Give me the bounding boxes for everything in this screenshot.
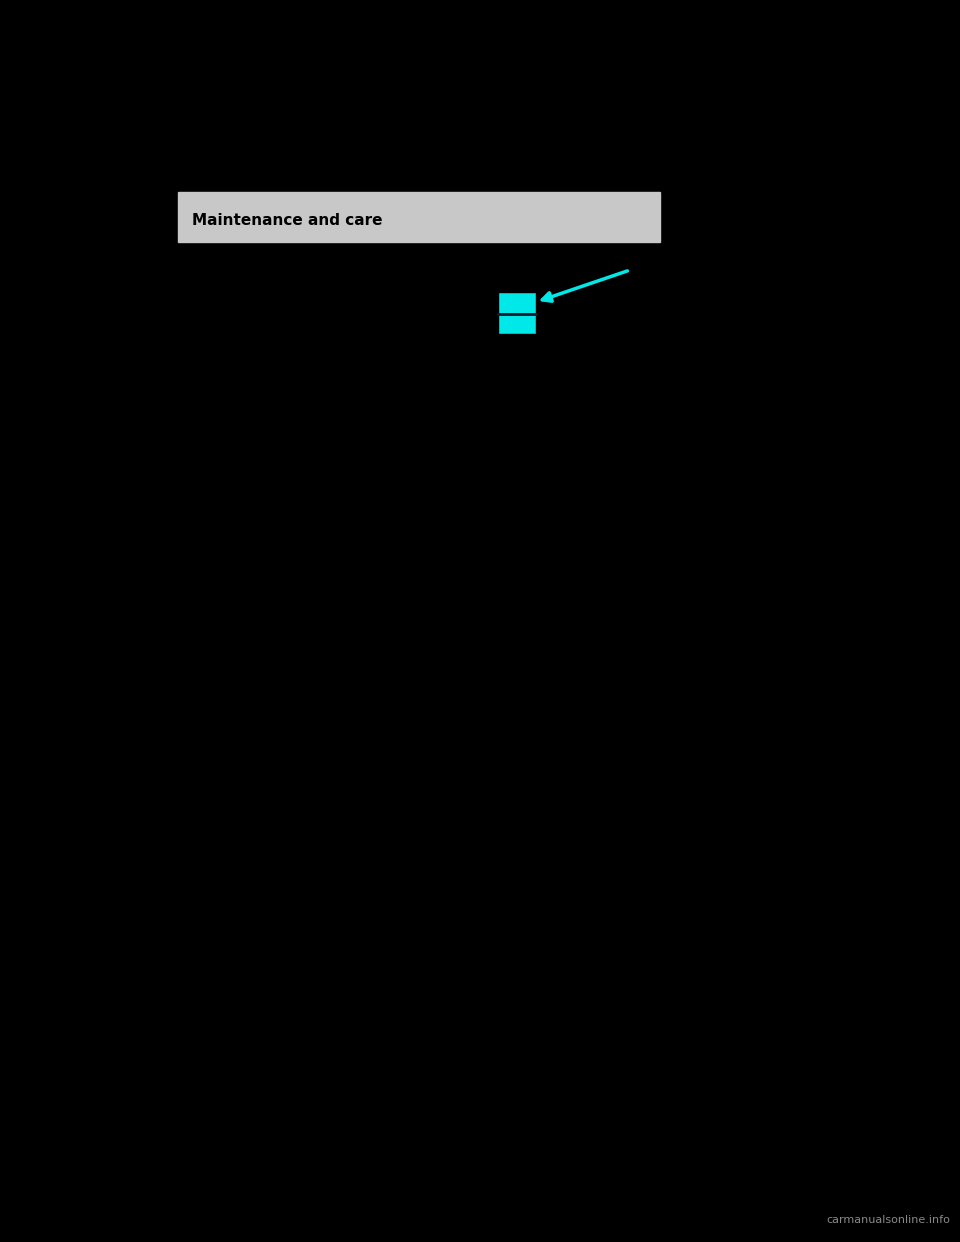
Text: Maintenance and care: Maintenance and care [192,212,382,229]
Text: carmanualsonline.info: carmanualsonline.info [827,1215,950,1225]
Bar [498,314,536,334]
Bar [498,292,536,314]
Bar [178,193,660,242]
